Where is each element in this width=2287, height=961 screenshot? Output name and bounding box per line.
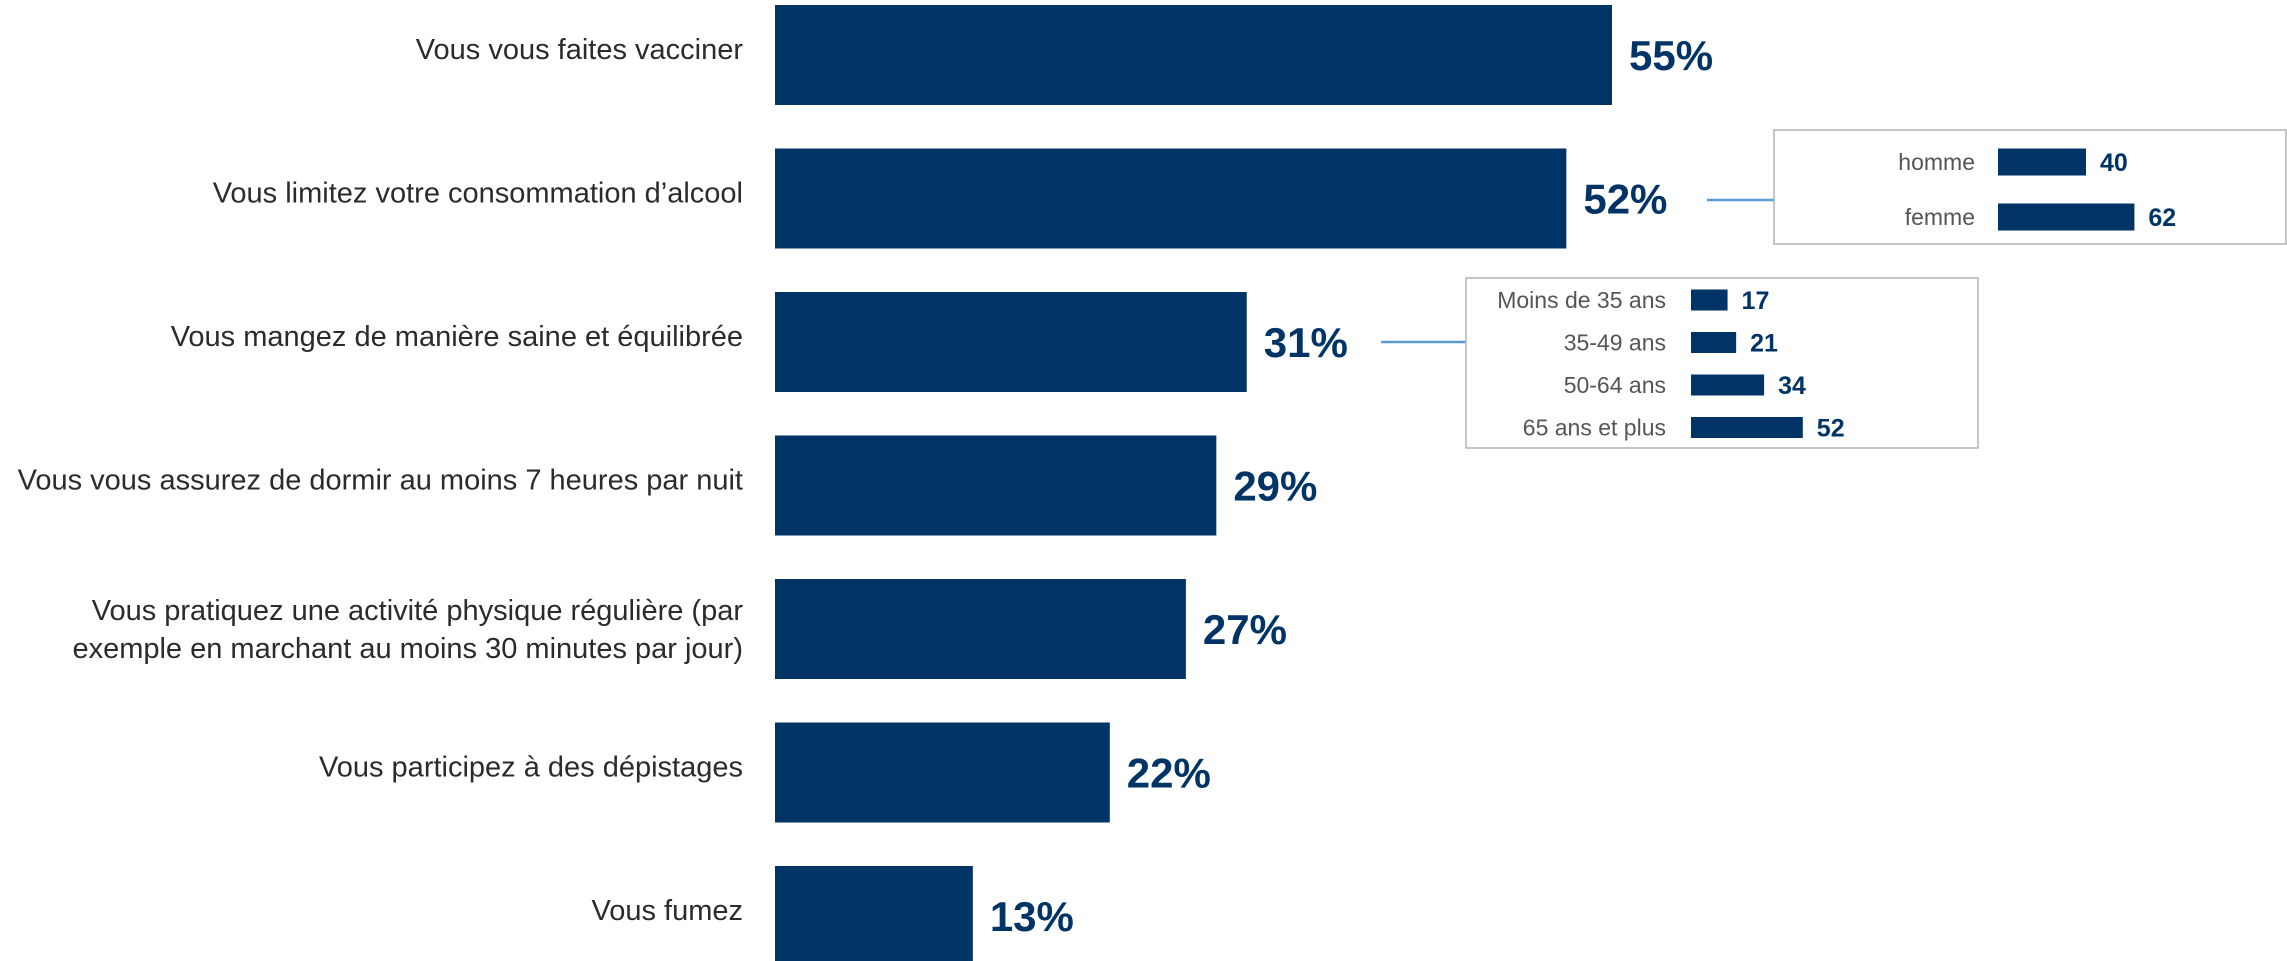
bar-6	[775, 866, 973, 961]
category-label-5: Vous participez à des dépistages	[319, 752, 743, 784]
inset-age-chart: Moins de 35 ans 17 35-49 ans 21 50-64 ans 34 6…	[1465, 277, 1979, 449]
inset-age-value-3: 52	[1817, 415, 1845, 443]
inset-age-label-0: Moins de 35 ans	[1497, 287, 1666, 313]
category-label-3: Vous vous assurez de dormir au moins 7 h…	[18, 465, 743, 497]
inset-gender-value-1: 62	[2148, 204, 2176, 232]
bar-1	[775, 148, 1567, 249]
category-label-6: Vous fumez	[591, 895, 743, 927]
inset-age-value-2: 34	[1778, 372, 1806, 400]
inset-age-bar-3	[1691, 417, 1803, 438]
inset-age-value-0: 17	[1742, 287, 1770, 315]
value-label-6: 13%	[990, 893, 1074, 940]
inset-age-bar-0	[1691, 289, 1728, 311]
inset-gender-bar-0	[1998, 148, 2086, 176]
inset-age-label-2: 50-64 ans	[1564, 372, 1666, 398]
value-label-0: 55%	[1629, 32, 1713, 79]
inset-age-value-1: 21	[1750, 330, 1778, 358]
bar-0	[775, 5, 1612, 105]
category-label-4-line-1: exemple en marchant au moins 30 minutes …	[72, 633, 743, 665]
category-label-0: Vous vous faites vacciner	[416, 34, 744, 66]
inset-gender-label-0: homme	[1898, 149, 1975, 175]
inset-gender-value-0: 40	[2100, 149, 2128, 177]
category-label-1: Vous limitez votre consommation d’alcool	[213, 178, 743, 210]
inset-age-label-3: 65 ans et plus	[1523, 415, 1666, 441]
value-label-4: 27%	[1203, 606, 1287, 653]
value-label-5: 22%	[1127, 750, 1211, 797]
inset-age-label-1: 35-49 ans	[1564, 330, 1666, 356]
inset-gender-bar-1	[1998, 203, 2135, 231]
inset-age-bar-2	[1691, 374, 1765, 396]
inset-gender-label-1: femme	[1905, 204, 1975, 230]
value-label-1: 52%	[1583, 176, 1667, 223]
bar-4	[775, 579, 1186, 679]
value-label-3: 29%	[1233, 463, 1317, 510]
bar-2	[775, 292, 1247, 392]
main-bar-chart: 55% Vous vous faites vacciner 52% Vous limi…	[18, 5, 1822, 961]
bar-3	[775, 435, 1217, 536]
value-label-2: 31%	[1264, 319, 1348, 366]
category-label-2: Vous mangez de manière saine et équilibr…	[171, 321, 743, 353]
inset-age-bar-1	[1691, 332, 1737, 353]
category-label-4-line-0: Vous pratiquez une activité physique rég…	[92, 595, 744, 627]
inset-gender-chart: homme 40 femme 62	[1773, 129, 2287, 245]
bar-5	[775, 722, 1110, 823]
